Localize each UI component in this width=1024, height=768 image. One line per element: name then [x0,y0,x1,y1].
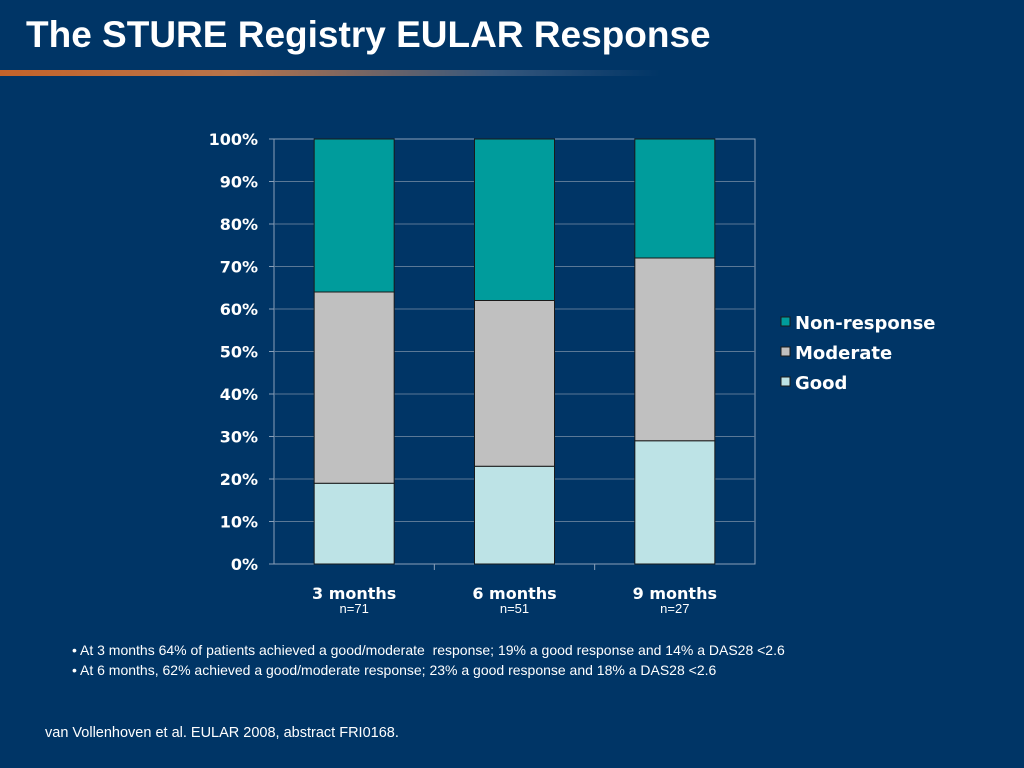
bar-segment-non-response [634,138,716,259]
y-tick-label: 50% [220,343,258,362]
legend-label: Non-response [795,313,936,334]
bullet-item: • At 6 months, 62% achieved a good/moder… [72,662,717,678]
bar-segment-moderate [313,291,395,484]
y-tick-label: 40% [220,385,258,404]
y-tick-label: 100% [209,130,258,149]
y-tick-label: 80% [220,215,258,234]
bar-segment-good [474,465,555,565]
bullet-list: • At 3 months 64% of patients achieved a… [72,640,785,680]
legend-label: Moderate [795,343,892,364]
bullet-item: • At 3 months 64% of patients achieved a… [72,642,785,658]
bar-segment-good [634,440,716,565]
title-underline [0,70,660,76]
legend-swatch [780,376,791,387]
bar-segment-non-response [474,138,555,301]
legend-label: Good [795,373,847,394]
y-tick-label: 20% [220,470,258,489]
x-category-label: 6 months [472,584,556,603]
bar-segment-non-response [313,138,395,293]
y-tick-label: 10% [220,513,258,532]
y-tick-label: 30% [220,428,258,447]
y-tick-label: 70% [220,258,258,277]
slide-title: The STURE Registry EULAR Response [26,14,711,55]
y-tick-label: 60% [220,300,258,319]
x-category-sublabel: n=71 [340,601,369,616]
legend-swatch [780,346,791,357]
bar-segment-moderate [634,257,716,442]
bar-segment-moderate [474,300,555,467]
x-category-label: 3 months [312,584,396,603]
stacked-bar-chart: 0% 10% 20% 30% 40% 50% 60% 70% 80% 90% 100% 3 month… [209,130,936,616]
bar-segment-good [313,482,395,565]
y-tick-label: 0% [231,555,258,574]
y-tick-label: 90% [220,173,258,192]
x-category-sublabel: n=51 [500,601,529,616]
legend-swatch [780,316,791,327]
x-category-label: 9 months [633,584,717,603]
citation: van Vollenhoven et al. EULAR 2008, abstr… [45,725,399,741]
x-category-sublabel: n=27 [660,601,689,616]
